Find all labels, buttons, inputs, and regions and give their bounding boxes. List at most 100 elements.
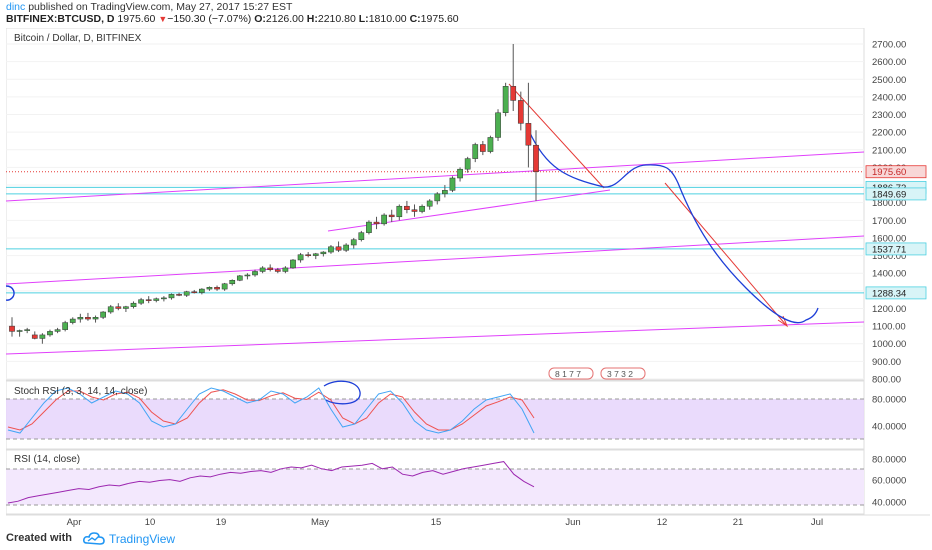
symbol-info: BITFINEX:BTCUSD, D 1975.60 ▼−150.30 (−7.…: [6, 13, 459, 25]
candle-body: [533, 144, 539, 172]
footer: Created with TradingView: [0, 528, 932, 550]
candle-body: [115, 306, 122, 309]
price-tick-label: 2200.00: [872, 128, 906, 139]
candle-body: [236, 275, 243, 281]
candle-body: [358, 232, 365, 240]
price-tag-box: [865, 187, 927, 201]
badge-box: [600, 367, 646, 380]
main-pane[interactable]: [5, 27, 865, 381]
tradingview-logo[interactable]: TradingView: [83, 531, 193, 547]
username-link[interactable]: dinc: [6, 1, 26, 13]
stoch-band: [6, 399, 864, 439]
price-tag-text: 1849.69: [872, 189, 906, 200]
candle-body: [495, 112, 501, 138]
time-tick-label: 19: [216, 517, 227, 528]
close-label: C:: [409, 13, 421, 25]
badge-box: [548, 367, 594, 380]
chart-area[interactable]: 2700.00 2600.00 2500.00 2400.00 2300.00 2200.…: [5, 27, 930, 528]
stoch-axis: 80.0000 40.0000: [872, 395, 906, 433]
time-tick-label: May: [311, 517, 329, 528]
candle-body: [434, 193, 441, 202]
candle-body: [244, 274, 251, 277]
projection-line: [664, 182, 787, 326]
candle-body: [229, 280, 236, 285]
candle-body: [297, 254, 304, 261]
open-label: O:: [254, 13, 266, 25]
low-value: 1810.00: [368, 13, 407, 25]
tradingview-cloud-icon: [83, 532, 105, 545]
projection-line: [508, 83, 605, 189]
price-tick-label: 1000.00: [872, 339, 906, 350]
price-change: −150.30 (−7.07%): [167, 13, 252, 25]
candle-body: [502, 86, 509, 114]
publish-info: dinc published on TradingView.com, May 2…: [6, 1, 292, 13]
candle-body: [107, 306, 114, 313]
close-value: 1975.60: [420, 13, 459, 25]
price-tick-label: 1600.00: [872, 233, 906, 244]
trend-channel-line: [5, 235, 865, 285]
badge-text: 8 1 7 7: [555, 369, 581, 379]
candle-body: [259, 267, 266, 272]
price-tick-label: 2600.00: [872, 57, 906, 68]
trend-channel-line: [5, 151, 865, 202]
chart-svg[interactable]: 2700.00 2600.00 2500.00 2400.00 2300.00 2200.…: [5, 27, 930, 528]
stoch-tick-label: 80.0000: [872, 395, 906, 406]
candles: [9, 44, 539, 344]
rsi-band: [6, 469, 864, 505]
candle-body: [290, 259, 296, 269]
price-tick-label: 2400.00: [872, 92, 906, 103]
rsi-axis: 80.0000 60.0000 40.0000: [872, 455, 906, 509]
time-tick-label: Apr: [67, 517, 82, 528]
stoch-tick-label: 40.0000: [872, 422, 906, 433]
candle-body: [130, 302, 137, 307]
publish-text: published on TradingView.com, May 27, 20…: [28, 1, 293, 13]
price-tick-label: 1500.00: [872, 251, 906, 262]
high-label: H:: [306, 13, 318, 25]
candle-body: [267, 267, 274, 270]
price-tick-label: 1200.00: [872, 304, 906, 315]
candle-body: [221, 283, 228, 290]
candle-body: [100, 311, 106, 318]
candle-body: [472, 144, 479, 159]
created-with-label: Created with: [6, 532, 73, 544]
price-tick-label: 1400.00: [872, 269, 906, 280]
candle-body: [442, 190, 448, 195]
open-value: 2126.00: [265, 13, 304, 25]
stoch-k-line: [7, 387, 535, 434]
candle-body: [457, 168, 463, 179]
price-tick-label: 900.00: [872, 357, 901, 368]
main-pane-label: Bitcoin / Dollar, D, BITFINEX: [14, 33, 142, 44]
candle-body: [69, 318, 76, 323]
rsi-tick-label: 40.0000: [872, 498, 906, 509]
candle-body: [77, 317, 84, 320]
time-tick-label: 10: [145, 517, 156, 528]
tradingview-brand: TradingView: [109, 532, 176, 546]
time-axis[interactable]: Apr 10 19 May 15 Jun 12 21 Jul: [6, 514, 930, 528]
chart-header: dinc published on TradingView.com, May 2…: [0, 0, 932, 28]
projected-path: [528, 130, 819, 324]
symbol-label: BITFINEX:BTCUSD, D: [6, 13, 115, 25]
price-tick-label: 1700.00: [872, 216, 906, 227]
price-axis[interactable]: 2700.00 2600.00 2500.00 2400.00 2300.00 2200.…: [872, 40, 906, 386]
candle-body: [350, 239, 357, 246]
time-tick-label: Jul: [811, 517, 823, 528]
candle-body: [24, 329, 31, 331]
candle-body: [366, 221, 372, 233]
last-price: 1975.60: [117, 13, 156, 25]
candle-body: [381, 214, 387, 225]
badge-text: 3 7 3 2: [607, 369, 633, 379]
candle-body: [145, 299, 152, 301]
price-tick-label: 800.00: [872, 375, 901, 386]
candle-body: [85, 317, 91, 320]
candle-body: [320, 251, 327, 255]
candle-body: [9, 325, 15, 332]
candle-body: [92, 317, 99, 320]
candle-body: [138, 299, 144, 304]
candle-body: [206, 287, 213, 290]
price-tag-box: [865, 165, 927, 179]
candle-body: [419, 205, 425, 212]
candle-body: [373, 221, 380, 225]
time-tick-label: 15: [431, 517, 442, 528]
candle-body: [191, 291, 198, 293]
